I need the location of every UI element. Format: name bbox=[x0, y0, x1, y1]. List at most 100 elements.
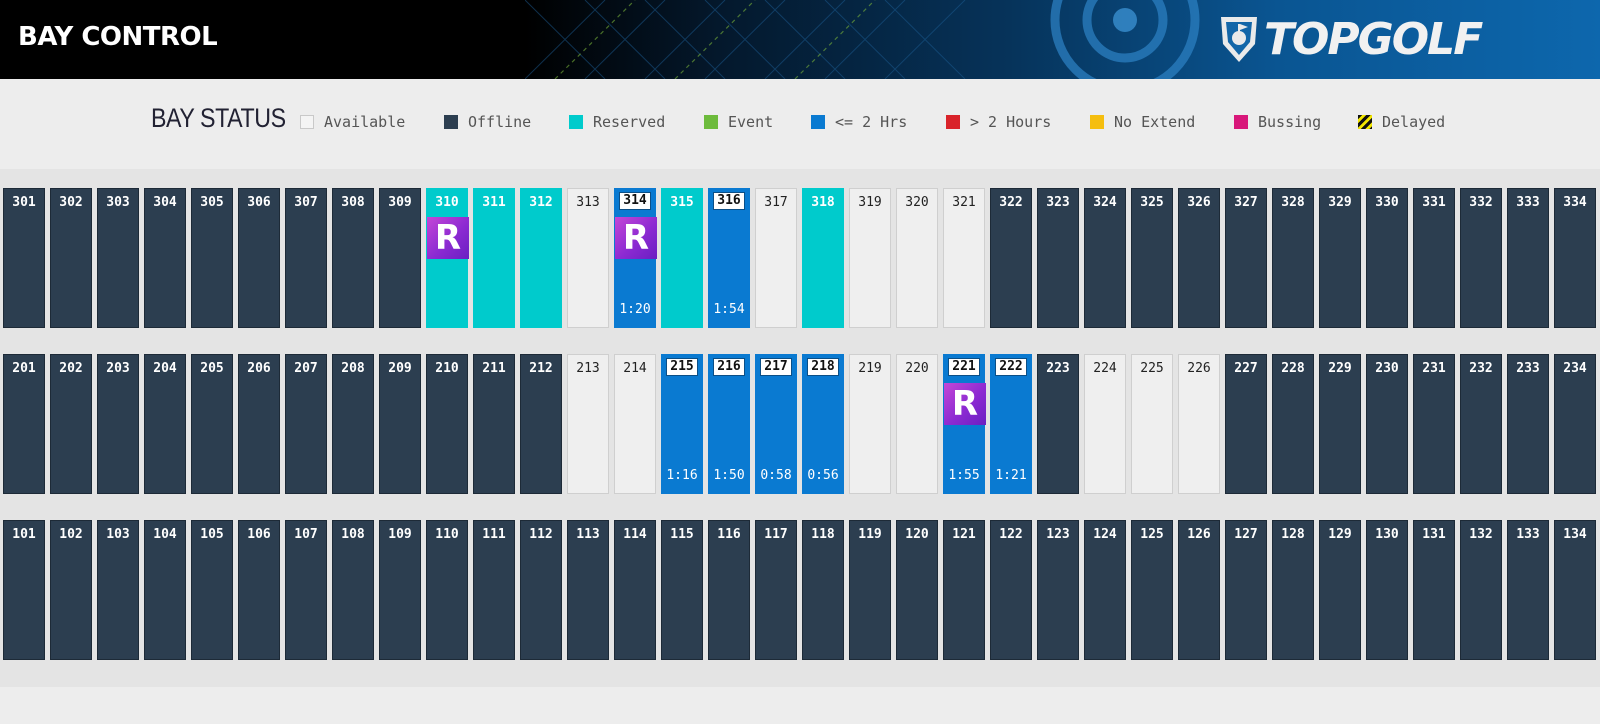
bay-tile[interactable]: 314 R 1:20 bbox=[614, 188, 657, 328]
bay-tile[interactable]: 110 bbox=[426, 520, 468, 660]
bay-tile[interactable]: 326 bbox=[1178, 188, 1220, 328]
bay-tile[interactable]: 207 bbox=[285, 354, 327, 494]
bay-tile[interactable]: 323 bbox=[1037, 188, 1079, 328]
bay-tile[interactable]: 310 R bbox=[426, 188, 469, 328]
bay-tile[interactable]: 206 bbox=[238, 354, 280, 494]
bay-tile[interactable]: 131 bbox=[1413, 520, 1455, 660]
bay-tile[interactable]: 218 0:56 bbox=[802, 354, 844, 494]
bay-tile[interactable]: 214 bbox=[614, 354, 656, 494]
topgolf-logo[interactable]: TOPGOLF bbox=[1218, 12, 1483, 66]
bay-tile[interactable]: 303 bbox=[97, 188, 139, 328]
bay-tile[interactable]: 132 bbox=[1460, 520, 1502, 660]
bay-tile[interactable]: 126 bbox=[1178, 520, 1220, 660]
bay-tile[interactable]: 327 bbox=[1225, 188, 1267, 328]
bay-tile[interactable]: 106 bbox=[238, 520, 280, 660]
bay-tile[interactable]: 212 bbox=[520, 354, 562, 494]
bay-tile[interactable]: 123 bbox=[1037, 520, 1079, 660]
bay-tile[interactable]: 205 bbox=[191, 354, 233, 494]
bay-tile[interactable]: 216 1:50 bbox=[708, 354, 750, 494]
bay-tile[interactable]: 319 bbox=[849, 188, 891, 328]
bay-tile[interactable]: 330 bbox=[1366, 188, 1408, 328]
bay-tile[interactable]: 109 bbox=[379, 520, 421, 660]
bay-tile[interactable]: 105 bbox=[191, 520, 233, 660]
bay-tile[interactable]: 316 1:54 bbox=[708, 188, 750, 328]
bay-tile[interactable]: 120 bbox=[896, 520, 938, 660]
bay-tile[interactable]: 130 bbox=[1366, 520, 1408, 660]
bay-tile[interactable]: 220 bbox=[896, 354, 938, 494]
bay-tile[interactable]: 112 bbox=[520, 520, 562, 660]
bay-tile[interactable]: 133 bbox=[1507, 520, 1549, 660]
bay-tile[interactable]: 127 bbox=[1225, 520, 1267, 660]
bay-tile[interactable]: 231 bbox=[1413, 354, 1455, 494]
bay-tile[interactable]: 134 bbox=[1554, 520, 1596, 660]
bay-tile[interactable]: 328 bbox=[1272, 188, 1314, 328]
bay-tile[interactable]: 115 bbox=[661, 520, 703, 660]
bay-tile[interactable]: 329 bbox=[1319, 188, 1361, 328]
bay-tile[interactable]: 116 bbox=[708, 520, 750, 660]
bay-tile[interactable]: 104 bbox=[144, 520, 186, 660]
bay-tile[interactable]: 125 bbox=[1131, 520, 1173, 660]
bay-tile[interactable]: 213 bbox=[567, 354, 609, 494]
bay-tile[interactable]: 318 bbox=[802, 188, 844, 328]
bay-tile[interactable]: 223 bbox=[1037, 354, 1079, 494]
bay-tile[interactable]: 128 bbox=[1272, 520, 1314, 660]
bay-tile[interactable]: 111 bbox=[473, 520, 515, 660]
bay-tile[interactable]: 309 bbox=[379, 188, 421, 328]
bay-tile[interactable]: 315 bbox=[661, 188, 703, 328]
bay-tile[interactable]: 102 bbox=[50, 520, 92, 660]
bay-tile[interactable]: 227 bbox=[1225, 354, 1267, 494]
bay-tile[interactable]: 325 bbox=[1131, 188, 1173, 328]
bay-tile[interactable]: 118 bbox=[802, 520, 844, 660]
bay-tile[interactable]: 209 bbox=[379, 354, 421, 494]
bay-tile[interactable]: 117 bbox=[755, 520, 797, 660]
bay-tile[interactable]: 201 bbox=[3, 354, 45, 494]
bay-tile[interactable]: 311 bbox=[473, 188, 515, 328]
bay-tile[interactable]: 124 bbox=[1084, 520, 1126, 660]
bay-tile[interactable]: 107 bbox=[285, 520, 327, 660]
bay-tile[interactable]: 217 0:58 bbox=[755, 354, 797, 494]
bay-tile[interactable]: 225 bbox=[1131, 354, 1173, 494]
bay-tile[interactable]: 202 bbox=[50, 354, 92, 494]
bay-tile[interactable]: 113 bbox=[567, 520, 609, 660]
bay-tile[interactable]: 332 bbox=[1460, 188, 1502, 328]
bay-tile[interactable]: 302 bbox=[50, 188, 92, 328]
bay-tile[interactable]: 121 bbox=[943, 520, 985, 660]
bay-tile[interactable]: 215 1:16 bbox=[661, 354, 703, 494]
bay-tile[interactable]: 320 bbox=[896, 188, 938, 328]
bay-tile[interactable]: 122 bbox=[990, 520, 1032, 660]
bay-tile[interactable]: 228 bbox=[1272, 354, 1314, 494]
bay-tile[interactable]: 234 bbox=[1554, 354, 1596, 494]
bay-tile[interactable]: 233 bbox=[1507, 354, 1549, 494]
bay-tile[interactable]: 322 bbox=[990, 188, 1032, 328]
bay-tile[interactable]: 306 bbox=[238, 188, 280, 328]
bay-tile[interactable]: 312 bbox=[520, 188, 562, 328]
bay-tile[interactable]: 219 bbox=[849, 354, 891, 494]
bay-tile[interactable]: 307 bbox=[285, 188, 327, 328]
bay-tile[interactable]: 321 bbox=[943, 188, 985, 328]
bay-tile[interactable]: 129 bbox=[1319, 520, 1361, 660]
bay-tile[interactable]: 226 bbox=[1178, 354, 1220, 494]
bay-tile[interactable]: 313 bbox=[567, 188, 609, 328]
bay-tile[interactable]: 211 bbox=[473, 354, 515, 494]
bay-tile[interactable]: 101 bbox=[3, 520, 45, 660]
bay-tile[interactable]: 204 bbox=[144, 354, 186, 494]
bay-tile[interactable]: 224 bbox=[1084, 354, 1126, 494]
bay-tile[interactable]: 232 bbox=[1460, 354, 1502, 494]
bay-tile[interactable]: 208 bbox=[332, 354, 374, 494]
bay-tile[interactable]: 230 bbox=[1366, 354, 1408, 494]
bay-tile[interactable]: 103 bbox=[97, 520, 139, 660]
bay-tile[interactable]: 308 bbox=[332, 188, 374, 328]
bay-tile[interactable]: 301 bbox=[3, 188, 45, 328]
bay-tile[interactable]: 203 bbox=[97, 354, 139, 494]
bay-tile[interactable]: 334 bbox=[1554, 188, 1596, 328]
bay-tile[interactable]: 333 bbox=[1507, 188, 1549, 328]
bay-tile[interactable]: 305 bbox=[191, 188, 233, 328]
bay-tile[interactable]: 324 bbox=[1084, 188, 1126, 328]
bay-tile[interactable]: 304 bbox=[144, 188, 186, 328]
bay-tile[interactable]: 317 bbox=[755, 188, 797, 328]
bay-tile[interactable]: 222 1:21 bbox=[990, 354, 1032, 494]
bay-tile[interactable]: 221 R 1:55 bbox=[943, 354, 986, 494]
bay-tile[interactable]: 331 bbox=[1413, 188, 1455, 328]
bay-tile[interactable]: 108 bbox=[332, 520, 374, 660]
bay-tile[interactable]: 210 bbox=[426, 354, 468, 494]
